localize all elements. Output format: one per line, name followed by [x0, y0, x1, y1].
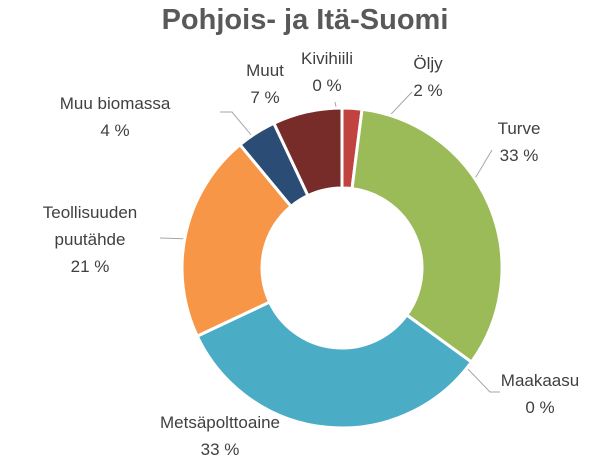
slice-value-label: 4 % — [100, 121, 130, 140]
slice-value-label: 33 % — [200, 440, 240, 459]
slice-value-label: 0 % — [525, 398, 555, 417]
donut-slice — [195, 300, 474, 430]
slice-value-label: 7 % — [250, 88, 280, 107]
slice-label: Öljy — [413, 54, 443, 73]
slice-label: Muu biomassa — [59, 94, 171, 113]
slice-value-label: 21 % — [70, 257, 110, 276]
slice-label: Muut — [246, 61, 284, 80]
slice-label: Kivihiili — [301, 49, 353, 68]
slice-value-label: 0 % — [312, 76, 342, 95]
slice-label: Maakaasu — [500, 371, 580, 390]
slice-label: Metsäpolttoaine — [159, 413, 281, 432]
donut-slice — [180, 142, 294, 339]
slice-value-label: 33 % — [499, 146, 539, 165]
slice-label: Teollisuuden puutähde — [42, 203, 138, 249]
slice-value-label: 2 % — [413, 81, 443, 100]
chart-title: Pohjois- ja Itä-Suomi — [161, 4, 449, 36]
slice-label: Turve — [497, 119, 541, 138]
donut-slice — [350, 107, 504, 365]
